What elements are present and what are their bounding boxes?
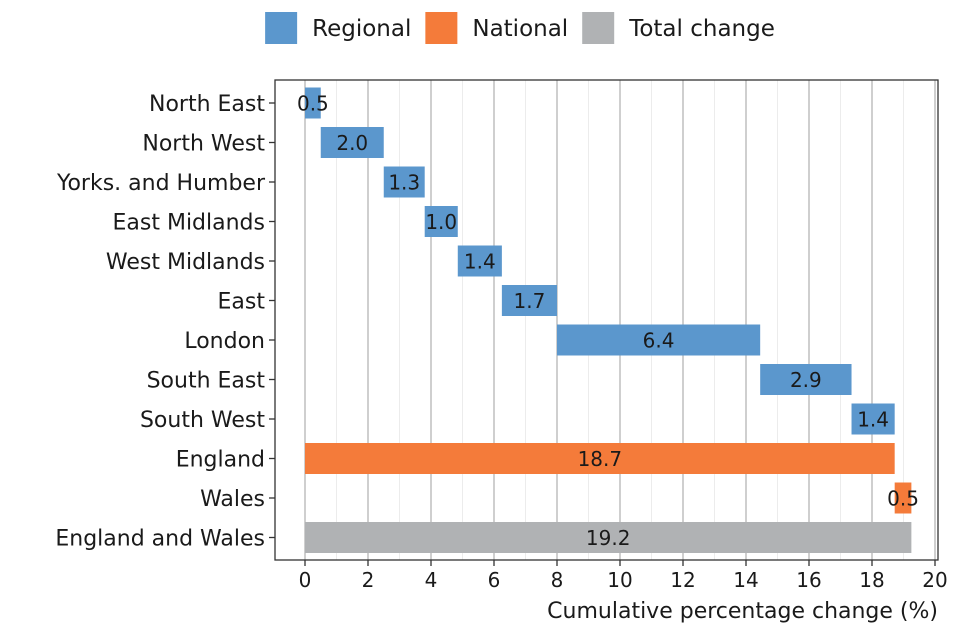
bar (501, 285, 557, 316)
legend-swatch (582, 12, 615, 44)
category-label: England and Wales (55, 527, 265, 552)
legend-swatch (265, 12, 298, 44)
plot-border (274, 79, 939, 561)
data-label: 1.4 (464, 250, 496, 274)
category-label: South East (147, 369, 266, 394)
bars: 0.5 2.0 1.31.0 1.4 1.7 6.4 2.9 1.4 18.7 0.5 19.2 (297, 87, 919, 553)
data-label: 2.9 (790, 368, 822, 392)
gridlines (304, 80, 936, 560)
category-label: Wales (200, 487, 265, 512)
data-label: 0.5 (297, 92, 329, 116)
x-tick-label: 8 (551, 568, 564, 592)
legend-label: Regional (312, 16, 411, 42)
data-label: 19.2 (586, 526, 631, 550)
x-tick-label: 0 (299, 568, 312, 592)
x-tick-label: 4 (425, 568, 438, 592)
x-axis-title: Cumulative percentage change (%) (547, 599, 938, 624)
x-axis-ticks: 0 2 4 6 8 10 12 14 16 18 20 (299, 560, 948, 592)
category-label: London (184, 329, 265, 354)
category-label: West Midlands (106, 250, 265, 275)
category-label: Yorks. and Humber (56, 171, 266, 196)
x-tick-label: 20 (922, 568, 947, 592)
x-tick-label: 6 (488, 568, 501, 592)
bar (424, 206, 458, 237)
bar (457, 245, 502, 277)
plot-area (275, 80, 938, 560)
legend-swatch (425, 12, 458, 44)
category-label: South West (140, 408, 265, 433)
category-label: East (218, 290, 266, 315)
x-tick-label: 18 (859, 568, 884, 592)
x-tick-label: 2 (362, 568, 375, 592)
x-tick-label: 16 (796, 568, 821, 592)
data-label: 18.7 (578, 447, 623, 471)
bar (305, 87, 321, 119)
legend-label: Total change (628, 16, 775, 42)
bar (894, 482, 912, 514)
bar (760, 364, 852, 395)
bar (305, 522, 912, 553)
x-tick-label: 12 (670, 568, 695, 592)
data-label: 1.4 (857, 408, 889, 432)
bar (851, 403, 895, 435)
legend: Regional National Total change (265, 12, 775, 44)
bar (305, 443, 895, 474)
data-label: 6.4 (643, 329, 675, 353)
category-labels: North East North West Yorks. and Humber Eas… (55, 92, 275, 552)
bar (557, 324, 761, 356)
x-tick-label: 10 (607, 568, 632, 592)
category-label: England (176, 448, 265, 473)
category-label: North East (149, 92, 265, 117)
data-label: 2.0 (336, 131, 368, 155)
bar (320, 127, 384, 158)
data-label: 1.3 (388, 171, 420, 195)
data-label: 1.7 (514, 289, 546, 313)
x-tick-label: 14 (733, 568, 758, 592)
data-label: 0.5 (887, 487, 919, 511)
data-label: 1.0 (425, 210, 457, 234)
category-label: East Midlands (113, 211, 266, 236)
category-label: North West (142, 132, 265, 157)
bar (383, 166, 425, 198)
legend-label: National (472, 16, 568, 42)
